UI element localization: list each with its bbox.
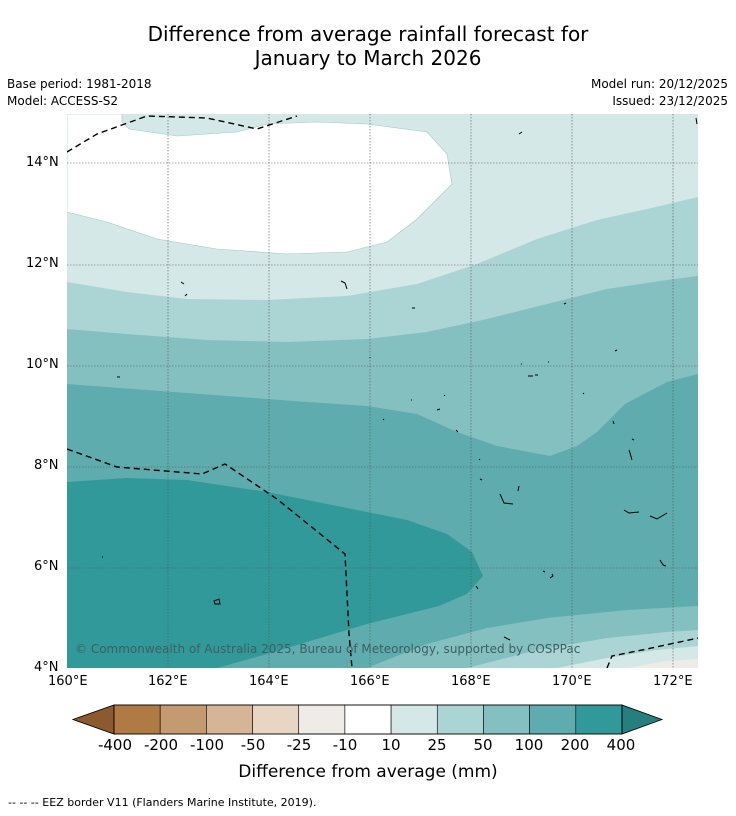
lat-label-10n: 10°N <box>26 357 59 372</box>
model-name: Model: ACCESS-S2 <box>7 94 119 108</box>
eez-border <box>67 115 698 668</box>
legend-swatch-11 <box>575 704 623 735</box>
legend-label-25: 25 <box>427 736 447 754</box>
legend-swatch-8 <box>436 704 484 735</box>
map-title-line1: Difference from average rainfall forecas… <box>147 22 589 46</box>
graticule <box>67 114 698 668</box>
legend-swatch-4 <box>252 704 300 735</box>
model-run: Model run: 20/12/2025 <box>590 77 728 91</box>
lon-label-170e: 170°E <box>552 674 592 689</box>
legend-swatch-3 <box>206 704 253 735</box>
legend-swatch-above-400 <box>621 704 664 735</box>
legend-label-50: 50 <box>473 736 493 754</box>
band-neutral <box>67 114 453 255</box>
lat-label-6n: 6°N <box>34 559 59 574</box>
legend-label-neg10: -10 <box>332 736 358 754</box>
legend-label-neg100: -100 <box>189 736 225 754</box>
legend-label-neg400: -400 <box>97 736 133 754</box>
legend-label-10: 10 <box>381 736 401 754</box>
lon-label-172e: 172°E <box>653 674 693 689</box>
lon-label-160e: 160°E <box>48 674 88 689</box>
band-200-400 <box>67 478 483 668</box>
issued-date: Issued: 23/12/2025 <box>612 94 728 108</box>
legend-swatch-10 <box>529 704 577 735</box>
legend-label-neg25: -25 <box>286 736 312 754</box>
legend-swatch-below-400 <box>72 704 115 735</box>
legend-label-neg200: -200 <box>143 736 179 754</box>
legend-swatch-2 <box>159 704 207 735</box>
lat-label-4n: 4°N <box>34 660 59 675</box>
lon-label-168e: 168°E <box>451 674 491 689</box>
lon-label-164e: 164°E <box>249 674 289 689</box>
legend-swatch-5 <box>298 704 346 735</box>
legend-swatch-7 <box>390 704 438 735</box>
legend-swatch-9 <box>483 704 530 735</box>
legend-label-100: 100 <box>514 736 544 754</box>
lat-label-8n: 8°N <box>34 458 59 473</box>
legend-title: Difference from average (mm) <box>238 762 498 782</box>
legend-label-neg50: -50 <box>240 736 266 754</box>
lat-label-14n: 14°N <box>26 155 59 170</box>
lon-label-166e: 166°E <box>350 674 390 689</box>
copyright-notice: © Commonwealth of Australia 2025, Bureau… <box>75 642 580 656</box>
map-title-line2: January to March 2026 <box>254 46 482 70</box>
lon-label-162e: 162°E <box>148 674 188 689</box>
legend-colorbar <box>72 704 664 735</box>
base-period: Base period: 1981-2018 <box>7 77 152 91</box>
rainfall-map: © Commonwealth of Australia 2025, Bureau… <box>67 114 698 668</box>
legend-swatch-6 <box>344 704 392 735</box>
legend-label-200: 200 <box>560 736 590 754</box>
eez-footnote: -- -- -- EEZ border V11 (Flanders Marine… <box>8 796 317 809</box>
lat-label-12n: 12°N <box>26 256 59 271</box>
islands <box>102 117 698 641</box>
legend-swatch-1 <box>113 704 161 735</box>
legend-label-400: 400 <box>606 736 636 754</box>
band-south-neutral <box>627 659 698 668</box>
